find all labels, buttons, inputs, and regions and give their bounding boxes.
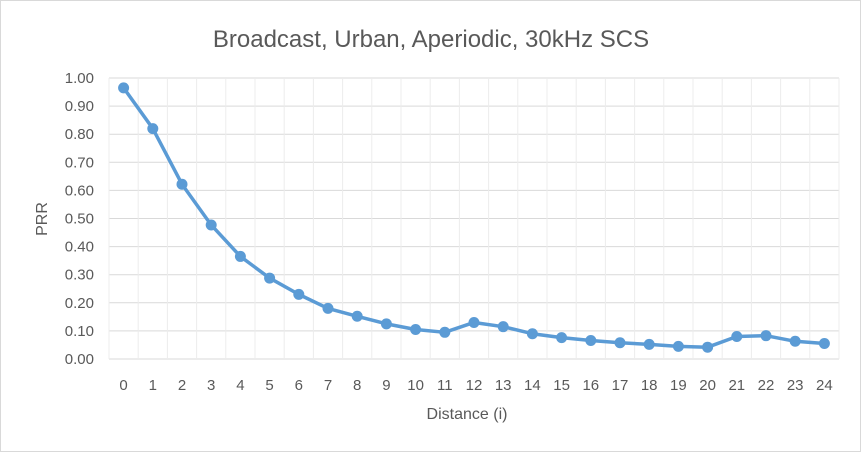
data-point (293, 288, 305, 300)
x-tick-label: 13 (495, 377, 512, 394)
y-axis-label: PRR (34, 202, 51, 236)
x-tick-label: 21 (728, 377, 745, 394)
y-tick-label: 0.20 (65, 295, 94, 312)
data-point (118, 82, 130, 94)
y-tick-label: 0.70 (65, 154, 94, 171)
y-tick-label: 0.60 (65, 182, 94, 199)
y-axis-ticks: 0.00 0.10 0.20 0.30 0.40 0.50 0.60 0.70 0.80 0.90… (65, 70, 94, 368)
data-point (672, 340, 684, 352)
x-tick-label: 0 (119, 377, 127, 394)
data-point (147, 123, 159, 135)
data-point (526, 328, 538, 340)
x-tick-label: 10 (407, 377, 424, 394)
y-tick-label: 0.00 (65, 351, 94, 368)
data-point (380, 318, 392, 330)
x-tick-label: 23 (787, 377, 804, 394)
y-tick-label: 0.80 (65, 126, 94, 143)
x-tick-label: 15 (553, 377, 570, 394)
data-point (176, 178, 188, 190)
data-point (614, 337, 626, 349)
data-point (760, 330, 772, 342)
data-point (789, 335, 801, 347)
series-line (121, 86, 827, 349)
x-tick-label: 12 (466, 377, 483, 394)
data-point (643, 338, 655, 350)
y-tick-label: 0.40 (65, 239, 94, 256)
y-tick-label: 1.00 (65, 70, 94, 87)
x-tick-label: 22 (758, 377, 775, 394)
y-tick-label: 0.90 (65, 98, 94, 115)
x-tick-label: 24 (816, 377, 833, 394)
x-tick-label: 19 (670, 377, 687, 394)
x-tick-label: 9 (382, 377, 390, 394)
series-group (118, 82, 830, 353)
data-point (556, 332, 568, 344)
data-point (468, 316, 480, 328)
data-point (205, 219, 217, 231)
data-point (731, 331, 743, 343)
data-point (818, 338, 830, 350)
x-axis-ticks: 0 1 2 3 4 5 6 7 8 9 10 11 12 13 14 15 16 17 18 19 20 21 22 23 24 (119, 377, 832, 394)
x-tick-label: 20 (699, 377, 716, 394)
data-point (264, 272, 276, 284)
chart-title: Broadcast, Urban, Aperiodic, 30kHz SCS (213, 26, 649, 53)
x-tick-label: 18 (641, 377, 658, 394)
x-tick-label: 5 (265, 377, 273, 394)
data-point (497, 321, 509, 333)
x-tick-label: 6 (295, 377, 303, 394)
x-tick-label: 3 (207, 377, 215, 394)
data-point (322, 302, 334, 314)
x-tick-label: 11 (437, 377, 453, 394)
x-axis-label: Distance (i) (427, 406, 508, 423)
data-point (702, 341, 714, 353)
x-tick-label: 2 (178, 377, 186, 394)
y-tick-label: 0.30 (65, 267, 94, 284)
y-tick-label: 0.50 (65, 211, 94, 228)
x-tick-label: 8 (353, 377, 361, 394)
data-point (351, 310, 363, 322)
data-point (439, 326, 451, 338)
x-tick-label: 7 (324, 377, 332, 394)
x-tick-label: 4 (236, 377, 244, 394)
x-tick-label: 14 (524, 377, 541, 394)
y-tick-label: 0.10 (65, 323, 94, 340)
data-point (585, 334, 597, 346)
data-point (410, 323, 422, 335)
data-point (234, 250, 246, 262)
gridlines (108, 77, 840, 360)
x-tick-label: 17 (612, 377, 629, 394)
x-tick-label: 1 (149, 377, 157, 394)
x-tick-label: 16 (582, 377, 599, 394)
